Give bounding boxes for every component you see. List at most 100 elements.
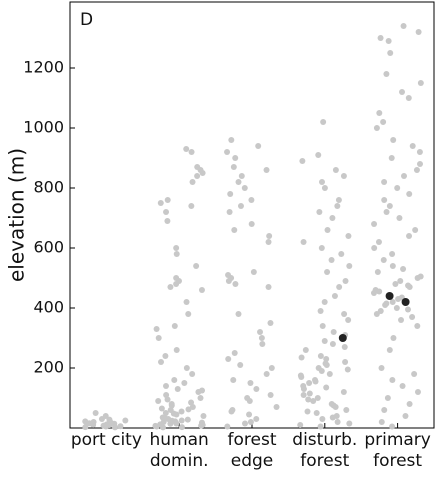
point	[162, 353, 169, 359]
point	[247, 380, 254, 386]
panel-label: D	[80, 10, 93, 30]
point	[170, 410, 177, 417]
point	[304, 408, 311, 415]
point	[397, 278, 404, 284]
point	[237, 362, 244, 368]
point	[319, 323, 326, 329]
point	[405, 95, 412, 101]
point	[200, 413, 207, 419]
point	[194, 173, 201, 179]
point	[178, 408, 185, 415]
y-tick-label: 1200	[23, 58, 64, 77]
y-tick-label: 600	[33, 238, 64, 257]
y-axis-label: elevation (m)	[5, 148, 29, 282]
point	[247, 419, 254, 425]
point	[323, 356, 330, 362]
point	[227, 191, 234, 197]
point	[248, 197, 255, 203]
point	[164, 218, 171, 224]
point	[344, 366, 351, 373]
point	[330, 402, 337, 409]
point	[248, 221, 255, 227]
highlight-point	[338, 334, 347, 342]
point	[340, 173, 347, 179]
point	[416, 149, 423, 155]
point	[404, 306, 411, 313]
point	[188, 203, 195, 209]
point	[400, 266, 407, 272]
point	[158, 405, 165, 412]
point	[237, 203, 244, 209]
point	[168, 401, 175, 407]
point	[383, 300, 390, 307]
point	[253, 386, 260, 392]
y-tick-label: 400	[33, 298, 64, 317]
point	[378, 365, 385, 371]
point	[194, 164, 201, 170]
point	[411, 371, 418, 377]
point	[380, 257, 387, 263]
point	[244, 395, 251, 401]
y-tick-label: 200	[33, 358, 64, 377]
point	[389, 377, 396, 383]
point	[393, 305, 400, 311]
point	[178, 424, 185, 431]
point	[346, 420, 353, 427]
point	[246, 411, 253, 418]
point	[323, 384, 330, 391]
point	[232, 155, 239, 161]
point	[265, 284, 272, 290]
point	[183, 365, 190, 371]
point	[406, 401, 413, 407]
point	[188, 149, 195, 155]
point	[232, 281, 239, 287]
point	[332, 167, 339, 173]
point	[342, 278, 349, 284]
point	[266, 233, 273, 239]
point	[228, 137, 235, 143]
point	[331, 293, 338, 299]
point	[173, 275, 180, 281]
point	[389, 299, 396, 305]
point	[384, 395, 391, 401]
point	[310, 398, 317, 404]
point	[257, 329, 264, 335]
point	[386, 347, 393, 353]
point	[299, 158, 306, 164]
point	[377, 308, 384, 314]
point	[263, 371, 270, 377]
point	[169, 417, 176, 424]
point	[406, 233, 413, 239]
point	[198, 419, 205, 426]
point	[199, 387, 206, 394]
point	[321, 299, 328, 305]
point	[184, 416, 191, 423]
point	[102, 413, 109, 419]
point	[390, 137, 397, 143]
point	[258, 335, 265, 341]
point	[224, 149, 231, 155]
point	[406, 191, 413, 197]
point	[231, 350, 238, 356]
point	[376, 110, 383, 116]
point	[334, 419, 341, 425]
point	[321, 185, 328, 191]
point	[381, 179, 388, 185]
point	[153, 326, 160, 332]
point	[185, 406, 192, 413]
point	[241, 420, 248, 427]
point	[386, 203, 393, 209]
point	[346, 263, 353, 269]
point	[167, 284, 174, 290]
point	[163, 392, 170, 398]
point	[345, 233, 352, 239]
point	[171, 323, 178, 329]
point	[106, 416, 113, 423]
point	[306, 390, 313, 397]
point	[389, 251, 396, 257]
point	[380, 119, 387, 125]
point	[400, 23, 407, 29]
point	[173, 245, 180, 251]
point	[255, 143, 262, 149]
point	[383, 209, 390, 215]
